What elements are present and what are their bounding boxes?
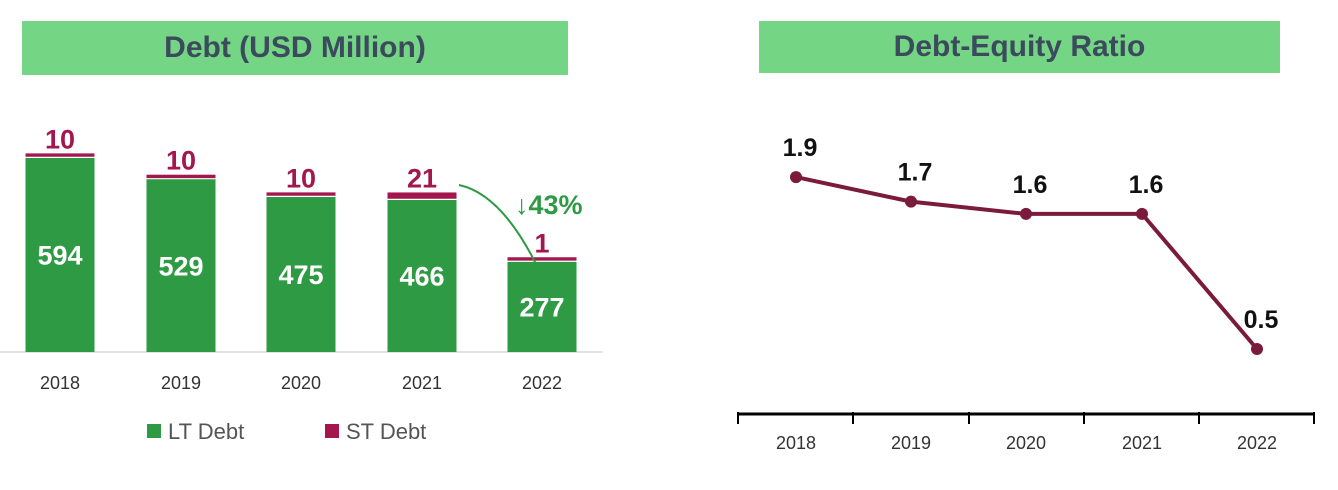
legend-swatch-st-debt: [325, 424, 339, 438]
ratio-x-tick-label: 2020: [1006, 433, 1046, 453]
ratio-data-label: 0.5: [1244, 306, 1279, 334]
ratio-x-tick-label: 2022: [1237, 433, 1277, 453]
ratio-data-label: 1.6: [1129, 171, 1164, 199]
ratio-x-tick-label: 2018: [776, 433, 816, 453]
x-tick-label: 2018: [40, 373, 80, 393]
st-debt-data-label: 10: [286, 163, 316, 193]
st-debt-bar: [387, 192, 457, 200]
x-tick-label: 2020: [281, 373, 321, 393]
lt-debt-bar: [266, 196, 336, 352]
st-debt-bar: [507, 257, 577, 262]
lt-debt-data-label: 277: [519, 293, 564, 323]
ratio-data-label: 1.7: [898, 159, 933, 187]
st-debt-data-label: 10: [45, 124, 75, 154]
ratio-x-tick-label: 2019: [891, 433, 931, 453]
legend-label-lt-debt: LT Debt: [168, 419, 244, 444]
x-tick-label: 2022: [522, 373, 562, 393]
lt-debt-bar: [146, 178, 216, 352]
lt-debt-data-label: 475: [278, 260, 323, 290]
st-debt-data-label: 10: [166, 146, 196, 176]
ratio-data-point: [790, 171, 802, 184]
change-arrow-curve: [458, 184, 546, 284]
ratio-data-label: 1.6: [1013, 171, 1048, 199]
legend-swatch-lt-debt: [147, 424, 161, 438]
ratio-data-point: [1251, 343, 1263, 355]
ratio-data-label: 1.9: [783, 134, 818, 162]
debt-chart-title: Debt (USD Million): [22, 21, 568, 75]
x-tick-label: 2019: [161, 373, 201, 393]
change-percent-label: ↓43%: [515, 190, 583, 220]
st-debt-bar: [25, 153, 95, 158]
ratio-series-line: [795, 175, 1259, 351]
lt-debt-data-label: 594: [37, 241, 82, 271]
st-debt-data-label: 1: [534, 228, 549, 258]
ratio-chart-title: Debt-Equity Ratio: [759, 21, 1280, 73]
lt-debt-data-label: 466: [399, 262, 444, 292]
ratio-data-point: [1020, 207, 1032, 220]
st-debt-bar: [266, 192, 336, 197]
ratio-x-tick-label: 2021: [1122, 433, 1162, 453]
legend-label-st-debt: ST Debt: [346, 419, 426, 444]
ratio-data-point: [1136, 207, 1148, 220]
st-debt-bar: [146, 174, 216, 179]
lt-debt-bar: [387, 199, 457, 352]
lt-debt-bar: [25, 157, 95, 352]
st-debt-data-label: 21: [407, 163, 437, 193]
ratio-data-point: [905, 195, 917, 208]
x-tick-label: 2021: [402, 373, 442, 393]
lt-debt-data-label: 529: [158, 251, 203, 281]
